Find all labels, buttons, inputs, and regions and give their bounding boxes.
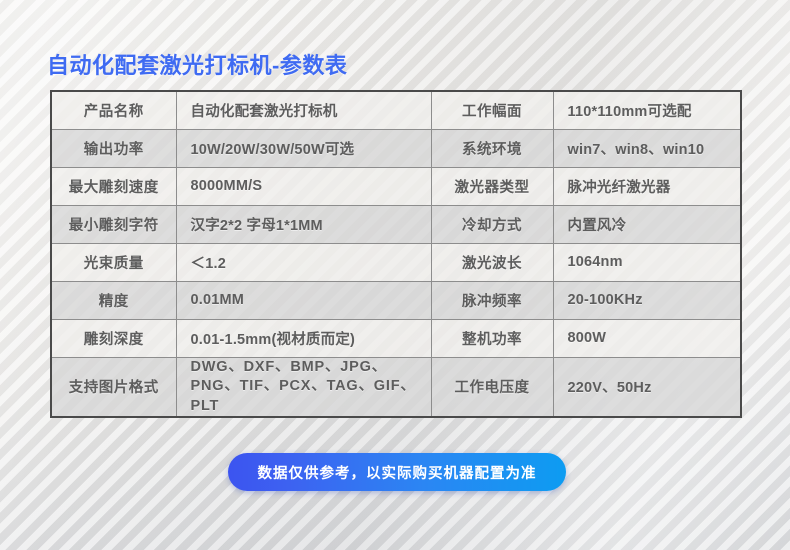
- spec-table: 产品名称 自动化配套激光打标机 工作幅面 110*110mm可选配 输出功率 1…: [50, 90, 742, 419]
- table-row: 雕刻深度 0.01-1.5mm(视材质而定) 整机功率 800W: [50, 318, 742, 358]
- spec-value: 20-100KHz: [552, 280, 742, 320]
- table-row: 最大雕刻速度 8000MM/S 激光器类型 脉冲光纤激光器: [50, 166, 742, 206]
- table-row: 支持图片格式 DWG、DXF、BMP、JPG、PNG、TIF、PCX、TAG、G…: [50, 356, 742, 418]
- spec-label: 激光器类型: [430, 166, 554, 206]
- spec-value: 1064nm: [552, 242, 742, 282]
- spec-value: 110*110mm可选配: [552, 90, 742, 130]
- spec-label: 激光波长: [430, 242, 554, 282]
- spec-label: 输出功率: [50, 128, 177, 168]
- spec-value: 自动化配套激光打标机: [175, 90, 432, 130]
- spec-value: 汉字2*2 字母1*1MM: [175, 204, 432, 244]
- spec-value: 内置风冷: [552, 204, 742, 244]
- spec-value: 0.01MM: [175, 280, 432, 320]
- table-row: 最小雕刻字符 汉字2*2 字母1*1MM 冷却方式 内置风冷: [50, 204, 742, 244]
- spec-value: 脉冲光纤激光器: [552, 166, 742, 206]
- spec-value: 800W: [552, 318, 742, 358]
- table-row: 精度 0.01MM 脉冲频率 20-100KHz: [50, 280, 742, 320]
- spec-label: 脉冲频率: [430, 280, 554, 320]
- spec-label: 精度: [50, 280, 177, 320]
- disclaimer-text: 数据仅供参考，以实际购买机器配置为准: [257, 465, 537, 482]
- spec-label: 整机功率: [430, 318, 554, 358]
- spec-value: DWG、DXF、BMP、JPG、PNG、TIF、PCX、TAG、GIF、PLT: [175, 356, 432, 418]
- spec-label: 工作电压度: [430, 356, 554, 418]
- spec-label: 最大雕刻速度: [50, 166, 177, 206]
- spec-label: 最小雕刻字符: [50, 204, 177, 244]
- spec-value: 8000MM/S: [175, 166, 432, 206]
- spec-value: 220V、50Hz: [552, 356, 742, 418]
- table-row: 光束质量 ＜1.2 激光波长 1064nm: [50, 242, 742, 282]
- spec-value: win7、win8、win10: [552, 128, 742, 168]
- spec-label: 雕刻深度: [50, 318, 177, 358]
- spec-label: 冷却方式: [430, 204, 554, 244]
- page-title: 自动化配套激光打标机-参数表: [47, 53, 348, 78]
- disclaimer-pill: 数据仅供参考，以实际购买机器配置为准: [228, 453, 566, 491]
- spec-label: 系统环境: [430, 128, 554, 168]
- table-row: 产品名称 自动化配套激光打标机 工作幅面 110*110mm可选配: [50, 90, 742, 130]
- spec-label: 产品名称: [50, 90, 177, 130]
- spec-label: 工作幅面: [430, 90, 554, 130]
- spec-table-container: 产品名称 自动化配套激光打标机 工作幅面 110*110mm可选配 输出功率 1…: [50, 90, 742, 419]
- spec-value: ＜1.2: [175, 242, 432, 282]
- table-row: 输出功率 10W/20W/30W/50W可选 系统环境 win7、win8、wi…: [50, 128, 742, 168]
- spec-value: 0.01-1.5mm(视材质而定): [175, 318, 432, 358]
- spec-label: 光束质量: [50, 242, 177, 282]
- spec-label: 支持图片格式: [50, 356, 177, 418]
- spec-value: 10W/20W/30W/50W可选: [175, 128, 432, 168]
